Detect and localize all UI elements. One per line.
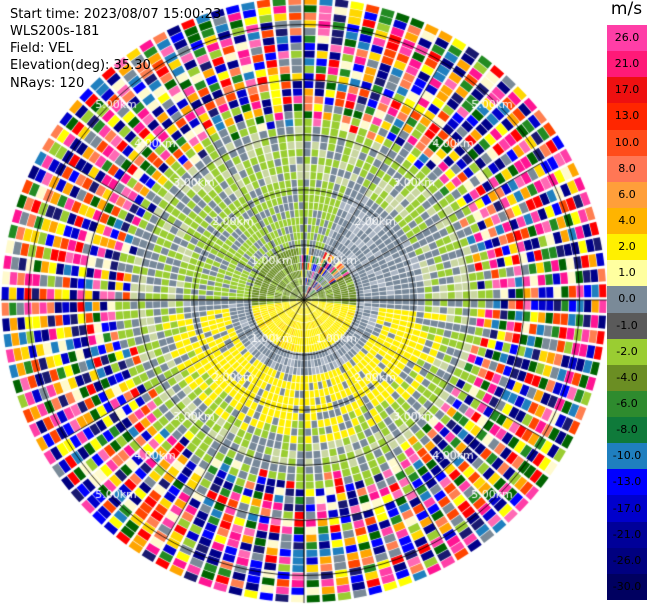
colorbar-segment	[607, 260, 647, 287]
colorbar-segment	[607, 495, 647, 523]
colorbar-segment	[607, 417, 647, 444]
colorbar-tick-label: 1.0	[618, 266, 636, 280]
colorbar-tick-label: -1.0	[616, 318, 638, 332]
colorbar-tick-label: -26.0	[612, 553, 642, 567]
colorbar-segment	[607, 364, 647, 392]
colorbar-tick-label: 10.0	[614, 135, 640, 149]
field-text: Field: VEL	[10, 41, 73, 56]
elevation-text: Elevation(deg): 35.30	[10, 58, 151, 73]
colorbar-segment	[607, 155, 647, 183]
colorbar-segment	[607, 207, 647, 235]
colorbar-tick-label: -6.0	[616, 396, 638, 410]
colorbar-unit: m/s	[610, 0, 643, 19]
colorbar-segment	[607, 181, 647, 209]
colorbar-segment	[607, 390, 647, 418]
instrument-text: WLS200s-181	[10, 24, 100, 39]
colorbar-tick-label: -2.0	[616, 344, 638, 358]
colorbar-tick-label: -17.0	[612, 501, 642, 515]
scan-info: Start time: 2023/08/07 15:00:23 WLS200s-…	[10, 6, 221, 92]
colorbar-tick-label: -21.0	[612, 527, 642, 541]
colorbar-tick-label: 4.0	[618, 214, 636, 228]
colorbar-tick-label: -10.0	[612, 449, 642, 463]
colorbar-segment	[607, 103, 647, 131]
start-time-text: Start time: 2023/08/07 15:00:23	[10, 7, 222, 22]
colorbar-segment	[607, 312, 647, 340]
colorbar-tick-label: 8.0	[618, 161, 636, 175]
colorbar-segment	[607, 443, 647, 470]
nrays-text: NRays: 120	[10, 76, 85, 91]
colorbar: 26.0 21.0 17.0 13.0 10.0 8.0 6.0 4.0 2.0 1.0 0.0 -1…	[607, 25, 647, 601]
colorbar-tick-label: -8.0	[616, 423, 638, 437]
colorbar-segment	[607, 286, 647, 313]
colorbar-tick-label: 21.0	[614, 57, 640, 71]
colorbar-segment	[607, 521, 647, 549]
colorbar-segment	[607, 51, 647, 78]
colorbar-segment	[607, 469, 647, 496]
colorbar-segment	[607, 338, 647, 366]
colorbar-tick-label: 6.0	[618, 187, 636, 201]
colorbar-tick-label: -13.0	[612, 475, 642, 489]
colorbar-segment	[607, 25, 647, 52]
colorbar-tick-label: 17.0	[614, 83, 640, 97]
colorbar-tick-label: 0.0	[618, 292, 636, 306]
colorbar-segment	[607, 77, 647, 104]
colorbar-segment	[607, 573, 647, 601]
colorbar-tick-label: 26.0	[614, 31, 640, 45]
colorbar-segment	[607, 129, 647, 157]
colorbar-tick-label: -30.0	[612, 579, 642, 593]
colorbar-tick-label: -4.0	[616, 370, 638, 384]
colorbar-tick-label: 2.0	[618, 240, 636, 254]
colorbar-segment	[607, 234, 647, 261]
colorbar-tick-label: 13.0	[614, 109, 640, 123]
colorbar-segment	[607, 547, 647, 575]
